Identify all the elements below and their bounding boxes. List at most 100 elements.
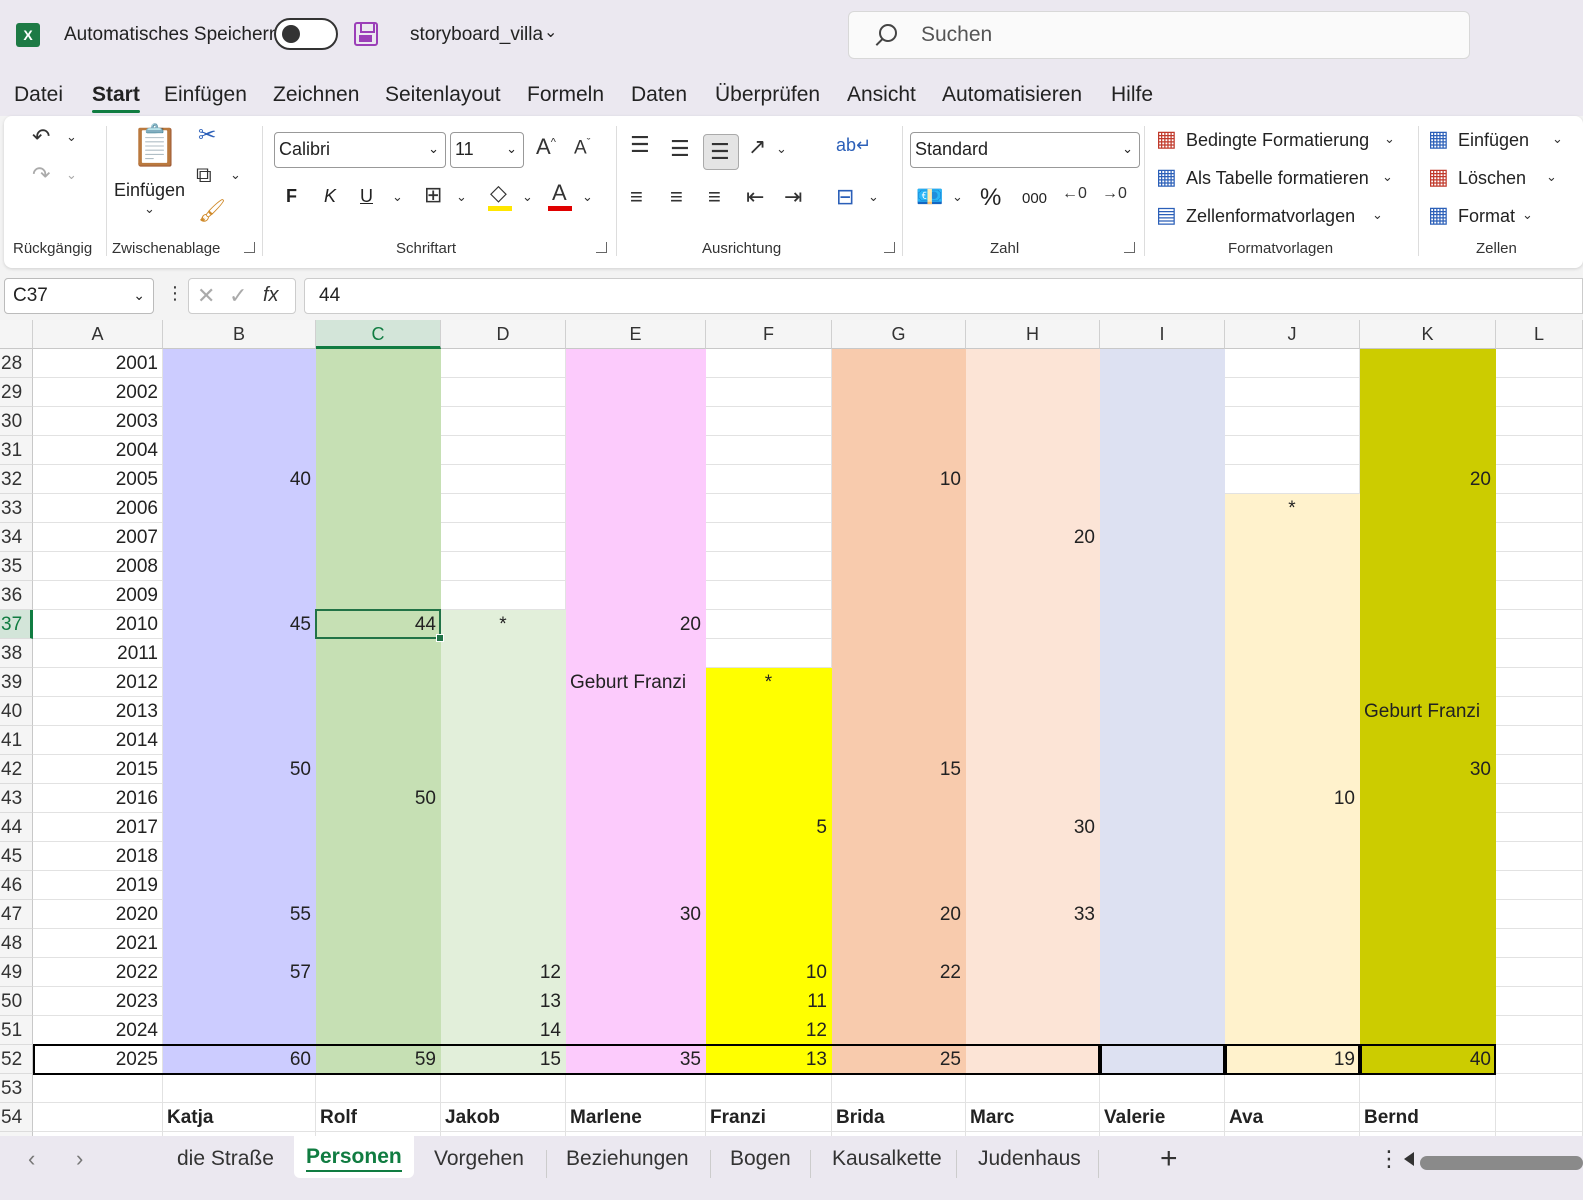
dialog-launcher-icon[interactable] [1124, 242, 1135, 253]
grid-cell[interactable] [966, 755, 1100, 784]
chevron-down-icon[interactable]: ⌄ [66, 129, 77, 144]
grid-cell[interactable] [706, 581, 832, 610]
grid-cell[interactable] [1360, 842, 1496, 871]
row-header[interactable]: 38 [0, 639, 33, 668]
grid-cell[interactable] [566, 436, 706, 465]
grid-cell[interactable] [1360, 871, 1496, 900]
grid-cell[interactable] [1100, 726, 1225, 755]
increase-font-icon[interactable]: A^ [536, 134, 556, 159]
cell-c43[interactable]: 50 [316, 784, 441, 813]
cell-a46[interactable]: 2019 [33, 871, 163, 900]
grid-cell[interactable] [1360, 1132, 1496, 1136]
grid-cell[interactable] [1225, 378, 1360, 407]
grid-cell[interactable] [566, 726, 706, 755]
chevron-down-icon[interactable]: ⌄ [230, 167, 241, 182]
grid-cell[interactable] [566, 581, 706, 610]
grid-cell[interactable] [1496, 871, 1583, 900]
cell-a45[interactable]: 2018 [33, 842, 163, 871]
cell-e39[interactable]: Geburt Franzi [566, 668, 706, 697]
grid-cell[interactable] [706, 407, 832, 436]
insert-cells-icon[interactable]: ▦ [1428, 126, 1449, 151]
grid-cell[interactable] [966, 1074, 1100, 1103]
grid-cell[interactable] [706, 378, 832, 407]
align-bottom-button[interactable]: ☰ [703, 134, 739, 170]
decrease-decimal-icon[interactable]: →0 [1102, 185, 1127, 202]
grid-cell[interactable] [1496, 958, 1583, 987]
grid-cell[interactable] [316, 407, 441, 436]
chevron-down-icon[interactable]: ⌄ [1384, 131, 1395, 146]
grid-cell[interactable] [706, 929, 832, 958]
grid-cell[interactable] [706, 842, 832, 871]
grid-cell[interactable] [1496, 581, 1583, 610]
grid-cell[interactable] [316, 1074, 441, 1103]
cell-styles-button[interactable]: Zellenformatvorlagen [1186, 206, 1356, 226]
grid-cell[interactable] [316, 436, 441, 465]
grid-cell[interactable] [832, 813, 966, 842]
row-header[interactable]: 41 [0, 726, 33, 755]
grid-cell[interactable] [1100, 436, 1225, 465]
spreadsheet-grid[interactable]: A B C D E F G H I J K L 28 2001 29 2002 30 2003 31 2004 32 20… [0, 320, 1583, 1136]
grid-cell[interactable] [966, 436, 1100, 465]
grid-cell[interactable] [163, 987, 316, 1016]
bold-button[interactable]: F [286, 186, 297, 206]
grid-cell[interactable] [1496, 407, 1583, 436]
cell-e37[interactable]: 20 [566, 610, 706, 639]
chevron-down-icon[interactable]: ⌄ [544, 24, 558, 41]
cell-f49[interactable]: 10 [706, 958, 832, 987]
grid-cell[interactable] [1100, 523, 1225, 552]
undo-icon[interactable]: ↶ [32, 124, 51, 149]
menu-hilfe[interactable]: Hilfe [1111, 83, 1154, 106]
grid-cell[interactable] [1100, 755, 1225, 784]
cell-c54[interactable]: Rolf [316, 1103, 441, 1132]
grid-cell[interactable] [566, 465, 706, 494]
grid-cell[interactable] [966, 407, 1100, 436]
cell-e52[interactable]: 35 [566, 1045, 706, 1074]
row-header[interactable]: 36 [0, 581, 33, 610]
cancel-icon[interactable]: ✕ [197, 283, 216, 308]
grid-cell[interactable] [163, 1132, 316, 1136]
cell-f54[interactable]: Franzi [706, 1103, 832, 1132]
grid-cell[interactable] [316, 726, 441, 755]
grid-cell[interactable] [1360, 958, 1496, 987]
cell-a47[interactable]: 2020 [33, 900, 163, 929]
grid-cell[interactable] [1225, 1132, 1360, 1136]
grid-cell[interactable] [163, 697, 316, 726]
cell-h34[interactable]: 20 [966, 523, 1100, 552]
thousands-button[interactable]: 000 [1022, 190, 1048, 207]
chevron-down-icon[interactable]: ⌄ [66, 167, 77, 182]
grid-cell[interactable] [832, 784, 966, 813]
grid-cell[interactable] [832, 436, 966, 465]
grid-cell[interactable] [566, 755, 706, 784]
grid-cell[interactable] [441, 668, 566, 697]
row-header[interactable]: 51 [0, 1016, 33, 1045]
wrap-text-icon[interactable]: ab↵ [836, 135, 872, 155]
grid-cell[interactable] [1360, 929, 1496, 958]
dialog-launcher-icon[interactable] [596, 242, 607, 253]
sheet-tab-judenhaus[interactable]: Judenhaus [978, 1147, 1081, 1170]
menu-ueberpruefen[interactable]: Überprüfen [715, 83, 821, 106]
cell-a40[interactable]: 2013 [33, 697, 163, 726]
grid-cell[interactable] [1496, 987, 1583, 1016]
format-as-table-button[interactable]: Als Tabelle formatieren [1186, 168, 1369, 188]
grid-cell[interactable] [706, 726, 832, 755]
grid-cell[interactable] [1496, 784, 1583, 813]
grid-cell[interactable] [566, 784, 706, 813]
grid-cell[interactable] [966, 349, 1100, 378]
grid-cell[interactable] [566, 813, 706, 842]
grid-cell[interactable] [441, 871, 566, 900]
grid-cell[interactable] [1225, 958, 1360, 987]
grid-cell[interactable] [566, 639, 706, 668]
grid-cell[interactable] [316, 668, 441, 697]
grid-cell[interactable] [1225, 842, 1360, 871]
grid-cell[interactable] [1225, 436, 1360, 465]
row-header[interactable]: 29 [0, 378, 33, 407]
column-header-b[interactable]: B [163, 320, 316, 349]
decrease-font-icon[interactable]: Aˇ [574, 137, 591, 159]
borders-icon[interactable]: ⊞ [424, 182, 443, 207]
copy-icon[interactable]: ⧉ [196, 162, 212, 187]
grid-cell[interactable] [163, 842, 316, 871]
cell-g32[interactable]: 10 [832, 465, 966, 494]
number-format-select[interactable]: Standard ⌄ [910, 132, 1140, 168]
active-cell-outline[interactable] [315, 609, 444, 642]
row-header[interactable]: 37 [0, 610, 33, 639]
